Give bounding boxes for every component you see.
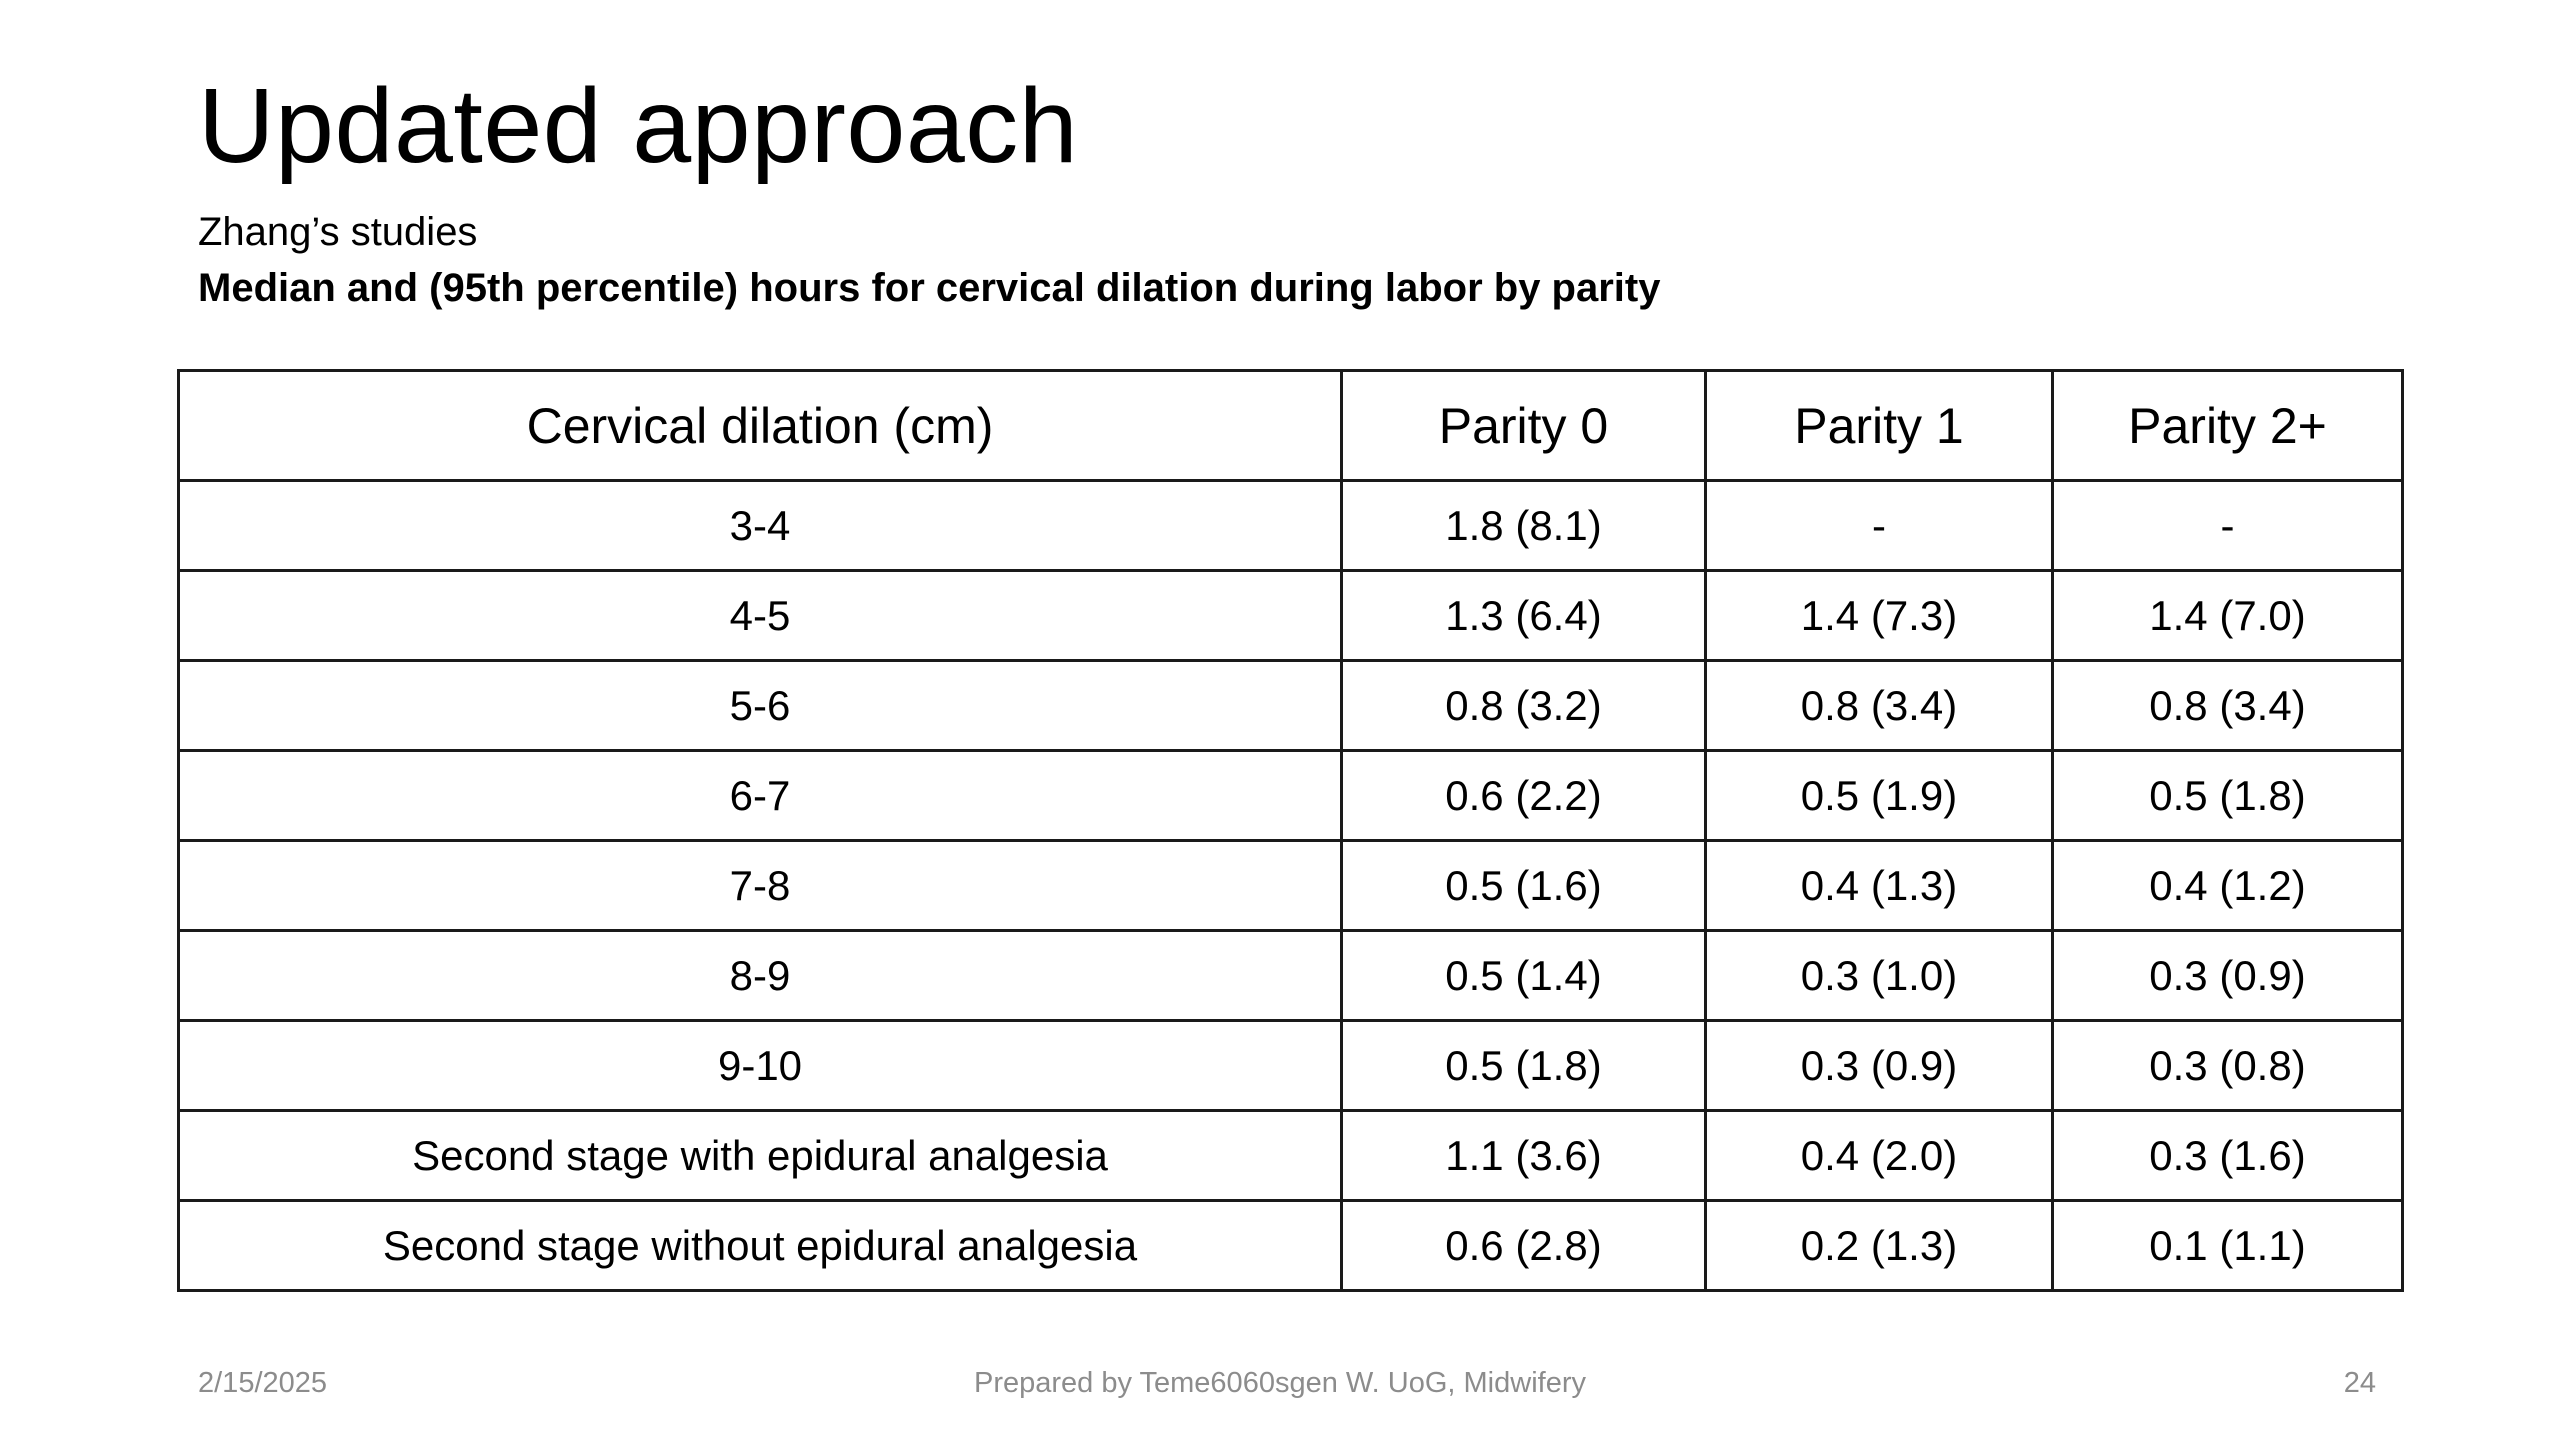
table-row: 3-4 1.8 (8.1) - - — [177, 479, 2404, 572]
table-header-row: Cervical dilation (cm) Parity 0 Parity 1… — [177, 369, 2404, 482]
table-cell: 5-6 — [177, 659, 1343, 752]
column-header-parity-2-plus: Parity 2+ — [2051, 369, 2404, 482]
table-cell: 0.5 (1.8) — [1340, 1019, 1707, 1112]
table-row: 9-10 0.5 (1.8) 0.3 (0.9) 0.3 (0.8) — [177, 1019, 2404, 1112]
table-caption: Median and (95th percentile) hours for c… — [198, 266, 1661, 310]
footer-date: 2/15/2025 — [198, 1367, 328, 1399]
table-row: Second stage with epidural analgesia 1.1… — [177, 1109, 2404, 1202]
table-cell: 4-5 — [177, 569, 1343, 662]
table-cell: 1.1 (3.6) — [1340, 1109, 1707, 1202]
column-header-cervical-dilation: Cervical dilation (cm) — [177, 369, 1343, 482]
table-cell: Second stage with epidural analgesia — [177, 1109, 1343, 1202]
table-cell: 0.8 (3.4) — [2051, 659, 2404, 752]
table-row: 5-6 0.8 (3.2) 0.8 (3.4) 0.8 (3.4) — [177, 659, 2404, 752]
table-cell: 0.4 (1.2) — [2051, 839, 2404, 932]
table-cell: 0.4 (2.0) — [1704, 1109, 2054, 1202]
table-row: 7-8 0.5 (1.6) 0.4 (1.3) 0.4 (1.2) — [177, 839, 2404, 932]
table-cell: - — [2051, 479, 2404, 572]
table-cell: 0.6 (2.8) — [1340, 1199, 1707, 1292]
table-cell: 0.6 (2.2) — [1340, 749, 1707, 842]
table-cell: 0.8 (3.4) — [1704, 659, 2054, 752]
table-cell: 0.2 (1.3) — [1704, 1199, 2054, 1292]
table-cell: 0.5 (1.6) — [1340, 839, 1707, 932]
table-cell: 0.5 (1.8) — [2051, 749, 2404, 842]
slide-title: Updated approach — [198, 67, 1079, 185]
table-cell: 0.3 (0.9) — [1704, 1019, 2054, 1112]
table-cell: 0.1 (1.1) — [2051, 1199, 2404, 1292]
table-row: 6-7 0.6 (2.2) 0.5 (1.9) 0.5 (1.8) — [177, 749, 2404, 842]
table-cell: - — [1704, 479, 2054, 572]
table-cell: 0.4 (1.3) — [1704, 839, 2054, 932]
table-row: 4-5 1.3 (6.4) 1.4 (7.3) 1.4 (7.0) — [177, 569, 2404, 662]
table-cell: Second stage without epidural analgesia — [177, 1199, 1343, 1292]
table-cell: 1.8 (8.1) — [1340, 479, 1707, 572]
table-cell: 0.3 (0.9) — [2051, 929, 2404, 1022]
column-header-parity-1: Parity 1 — [1704, 369, 2054, 482]
cervical-dilation-table: Cervical dilation (cm) Parity 0 Parity 1… — [177, 369, 2404, 1292]
table-row: Second stage without epidural analgesia … — [177, 1199, 2404, 1292]
table-cell: 0.8 (3.2) — [1340, 659, 1707, 752]
footer-author: Prepared by Teme6060sgen W. UoG, Midwife… — [974, 1367, 1586, 1399]
table-cell: 0.3 (1.0) — [1704, 929, 2054, 1022]
table-cell: 1.4 (7.0) — [2051, 569, 2404, 662]
table-cell: 8-9 — [177, 929, 1343, 1022]
column-header-parity-0: Parity 0 — [1340, 369, 1707, 482]
table-cell: 3-4 — [177, 479, 1343, 572]
table-cell: 6-7 — [177, 749, 1343, 842]
slide-subtitle: Zhang’s studies — [198, 210, 478, 254]
table-cell: 1.4 (7.3) — [1704, 569, 2054, 662]
table-cell: 1.3 (6.4) — [1340, 569, 1707, 662]
footer-page-number: 24 — [2343, 1367, 2376, 1399]
table-cell: 9-10 — [177, 1019, 1343, 1112]
table-cell: 0.3 (1.6) — [2051, 1109, 2404, 1202]
table-cell: 0.5 (1.4) — [1340, 929, 1707, 1022]
table-cell: 7-8 — [177, 839, 1343, 932]
table-cell: 0.5 (1.9) — [1704, 749, 2054, 842]
table-cell: 0.3 (0.8) — [2051, 1019, 2404, 1112]
table-row: 8-9 0.5 (1.4) 0.3 (1.0) 0.3 (0.9) — [177, 929, 2404, 1022]
